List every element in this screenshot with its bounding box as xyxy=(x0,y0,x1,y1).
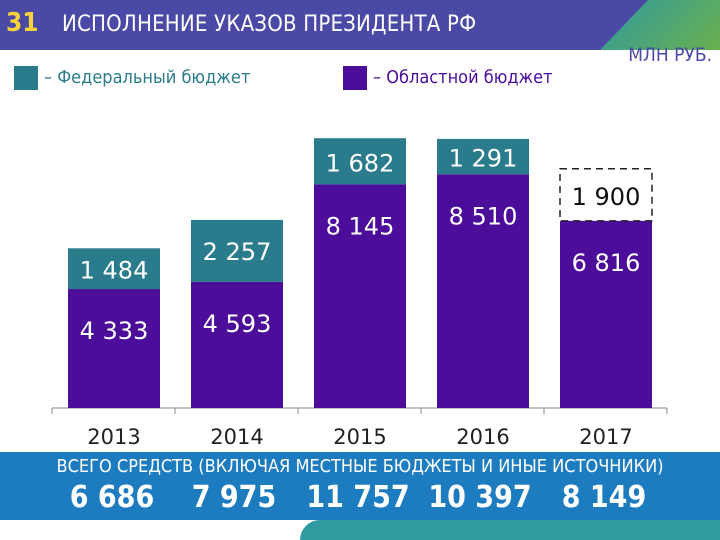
x-tick-label-2013: 2013 xyxy=(87,425,140,449)
bar-regional-2017 xyxy=(560,220,652,408)
data-label-federal-2015: 1 682 xyxy=(326,149,395,177)
total-value-2015: 11 757 xyxy=(306,480,410,515)
x-tick-label-2015: 2015 xyxy=(333,425,386,449)
bar-regional-2014 xyxy=(191,281,283,408)
total-value-2017: 8 149 xyxy=(561,480,647,515)
legend-swatch-federal xyxy=(14,66,38,90)
unit-label: МЛН РУБ. xyxy=(628,44,712,66)
x-tick-label-2017: 2017 xyxy=(579,425,632,449)
bar-federal-2016 xyxy=(437,138,529,175)
bar-regional-2015 xyxy=(314,184,406,408)
data-label-federal-2017: 1 900 xyxy=(572,183,641,211)
total-value-2013: 6 686 xyxy=(69,480,155,515)
totals-title: ВСЕГО СРЕДСТВ (ВКЛЮЧАЯ МЕСТНЫЕ БЮДЖЕТЫ И… xyxy=(56,456,664,477)
bar-regional-2013 xyxy=(68,289,160,408)
bar-regional-2016 xyxy=(437,174,529,408)
data-label-federal-2014: 2 257 xyxy=(203,238,272,266)
legend-label-federal: – Федеральный бюджет xyxy=(44,67,251,88)
stacked-bar-chart: 1 484 4 333 2013 2 257 4 593 2014 1 682 8 145 20… xyxy=(51,138,668,449)
totals-band xyxy=(0,452,720,520)
data-label-regional-2015: 8 145 xyxy=(326,212,395,240)
page-title: ИСПОЛНЕНИЕ УКАЗОВ ПРЕЗИДЕНТА РФ xyxy=(62,12,477,37)
bar-federal-2014 xyxy=(191,219,283,282)
footer-decoration xyxy=(300,520,720,540)
x-tick-label-2016: 2016 xyxy=(456,425,509,449)
data-label-regional-2017: 6 816 xyxy=(572,249,641,277)
legend-label-regional: – Областной бюджет xyxy=(373,67,553,88)
data-label-regional-2016: 8 510 xyxy=(449,202,518,230)
total-value-2016: 10 397 xyxy=(428,480,532,515)
slide-number: 31 xyxy=(6,8,39,38)
bar-federal-2013 xyxy=(68,248,160,290)
data-label-federal-2016: 1 291 xyxy=(449,145,518,173)
legend-swatch-regional xyxy=(343,66,367,90)
x-tick-label-2014: 2014 xyxy=(210,425,263,449)
header-bar xyxy=(0,0,720,50)
total-value-2014: 7 975 xyxy=(191,480,277,515)
data-label-regional-2014: 4 593 xyxy=(203,310,272,338)
data-label-regional-2013: 4 333 xyxy=(80,317,149,345)
bar-federal-2015 xyxy=(314,138,406,185)
data-label-federal-2013: 1 484 xyxy=(80,257,149,285)
